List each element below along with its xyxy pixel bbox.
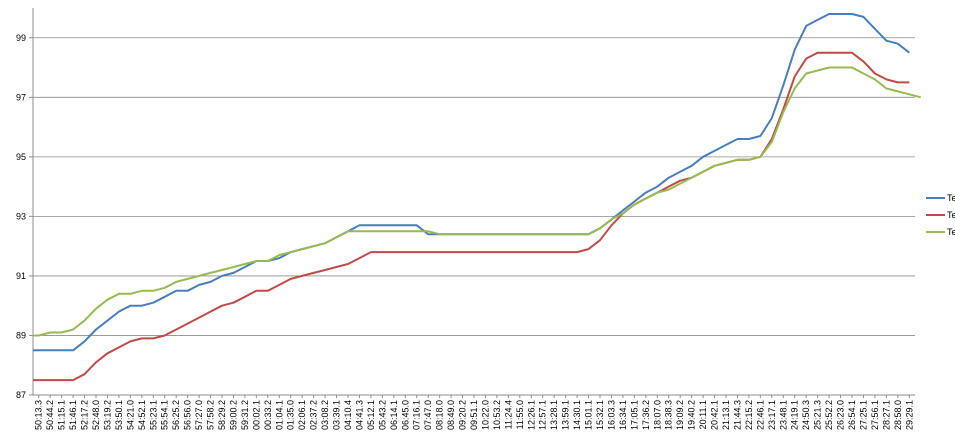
x-tick-label: 11:55.0 xyxy=(515,400,525,429)
x-tick-label: 28:27.1 xyxy=(881,400,891,430)
x-tick-label: 28:58.0 xyxy=(893,400,903,430)
x-tick-label: 06:14.1 xyxy=(389,400,399,430)
x-tick-label: 14:30.1 xyxy=(572,400,582,430)
x-tick-label: 21:44.3 xyxy=(732,400,742,430)
x-tick-label: 22:46.1 xyxy=(755,400,765,430)
x-tick-label: 16:34.1 xyxy=(618,400,628,430)
x-tick-label: 15:32.1 xyxy=(595,400,605,430)
x-axis: 50:13.3 50:44.2 51:15.1 51:46.1 52:17.2 52:48… xyxy=(33,394,915,430)
x-tick-label: 00:33.2 xyxy=(263,400,273,430)
x-tick-label: 07:47.0 xyxy=(423,400,433,430)
y-axis: 87 89 91 93 95 97 99 xyxy=(16,8,34,400)
x-tick-label: 00:02.1 xyxy=(251,400,261,430)
x-tick-label: 22:15.2 xyxy=(744,400,754,430)
x-tick-label: 10:22.0 xyxy=(480,400,490,430)
x-tick-label: 52:17.2 xyxy=(80,400,90,430)
x-tick-label: 25:52.2 xyxy=(824,400,834,430)
x-tick-label: 04:10.4 xyxy=(343,400,353,430)
x-tick-label: 26:23.0 xyxy=(836,400,846,430)
x-tick-label: 17:05.1 xyxy=(629,400,639,430)
legend-label-1: Te xyxy=(947,193,955,203)
legend: Te Te Te xyxy=(926,193,955,237)
x-tick-label: 27:56.1 xyxy=(870,400,880,430)
x-tick-label: 56:25.2 xyxy=(171,400,181,430)
x-tick-label: 51:46.1 xyxy=(68,400,78,430)
x-tick-label: 07:16.1 xyxy=(412,400,422,430)
x-tick-label: 54:52.1 xyxy=(137,400,147,430)
legend-label-3: Te xyxy=(947,227,955,237)
x-tick-label: 53:19.2 xyxy=(102,400,112,430)
x-tick-label: 05:12.1 xyxy=(366,400,376,430)
series-line-1 xyxy=(32,13,910,352)
x-tick-label: 50:44.2 xyxy=(45,400,55,430)
series-lines xyxy=(32,13,921,382)
x-tick-label: 25:21.3 xyxy=(813,400,823,430)
x-tick-label: 24:19.1 xyxy=(790,400,800,430)
x-tick-label: 54:21.0 xyxy=(125,400,135,430)
x-tick-label: 55:54.1 xyxy=(160,400,170,430)
y-tick-label: 89 xyxy=(16,330,26,340)
x-tick-label: 06:45.0 xyxy=(400,400,410,430)
x-tick-label: 10:53.2 xyxy=(492,400,502,430)
x-tick-label: 08:18.0 xyxy=(435,400,445,430)
y-tick-label: 87 xyxy=(16,390,26,400)
x-tick-label: 03:08.2 xyxy=(320,400,330,430)
x-tick-label: 08:49.0 xyxy=(446,400,456,430)
x-tick-label: 09:51.1 xyxy=(469,400,479,430)
x-tick-label: 55:23.1 xyxy=(148,400,158,430)
x-tick-label: 58:29.2 xyxy=(217,400,227,430)
x-tick-label: 59:00.2 xyxy=(228,400,238,430)
y-tick-label: 93 xyxy=(16,211,26,221)
x-tick-label: 59:31.2 xyxy=(240,400,250,430)
x-tick-label: 03:39.1 xyxy=(332,400,342,430)
x-tick-label: 05:43.2 xyxy=(377,400,387,430)
x-tick-label: 01:35.0 xyxy=(286,400,296,430)
x-tick-label: 53:50.1 xyxy=(114,400,124,430)
x-tick-label: 24:50.3 xyxy=(801,400,811,430)
x-tick-label: 13:59.1 xyxy=(561,400,571,430)
series-line-3 xyxy=(32,66,921,337)
x-tick-label: 11:24.4 xyxy=(503,400,513,429)
x-tick-label: 09:20.2 xyxy=(458,400,468,430)
x-tick-label: 21:13.1 xyxy=(721,400,731,430)
x-tick-label: 51:15.1 xyxy=(57,400,67,430)
x-tick-label: 01:04.1 xyxy=(274,400,284,430)
x-tick-label: 12:26.1 xyxy=(526,400,536,430)
x-tick-label: 23:48.1 xyxy=(778,400,788,430)
x-tick-label: 57:58.2 xyxy=(206,400,216,430)
x-tick-label: 56:56.0 xyxy=(183,400,193,430)
legend-label-2: Te xyxy=(947,210,955,220)
x-tick-label: 17:36.2 xyxy=(641,400,651,430)
x-tick-label: 57:27.0 xyxy=(194,400,204,430)
x-tick-label: 27:25.1 xyxy=(858,400,868,430)
x-tick-label: 26:54.1 xyxy=(847,400,857,430)
y-tick-label: 91 xyxy=(16,271,26,281)
x-tick-label: 20:42.1 xyxy=(710,400,720,430)
x-tick-label: 04:41.3 xyxy=(354,400,364,430)
x-tick-label: 12:57.1 xyxy=(538,400,548,430)
y-tick-label: 99 xyxy=(16,33,26,43)
x-tick-label: 23:17.1 xyxy=(767,400,777,430)
gridlines xyxy=(33,37,915,336)
x-tick-label: 20:11.1 xyxy=(698,400,708,429)
y-tick-label: 97 xyxy=(16,92,26,102)
x-tick-label: 18:07.0 xyxy=(652,400,662,430)
x-tick-label: 52:48.0 xyxy=(91,400,101,430)
x-tick-label: 29:29.1 xyxy=(904,400,914,430)
x-tick-label: 19:09.2 xyxy=(675,400,685,430)
x-tick-label: 02:06.1 xyxy=(297,400,307,430)
y-tick-label: 95 xyxy=(16,152,26,162)
x-tick-label: 19:40.2 xyxy=(687,400,697,430)
x-tick-label: 13:28.1 xyxy=(549,400,559,430)
x-tick-label: 16:03.3 xyxy=(606,400,616,430)
x-tick-label: 50:13.3 xyxy=(34,400,44,430)
x-tick-label: 02:37.2 xyxy=(309,400,319,430)
x-tick-label: 18:38.3 xyxy=(664,400,674,430)
x-tick-label: 15:01.1 xyxy=(584,400,594,430)
